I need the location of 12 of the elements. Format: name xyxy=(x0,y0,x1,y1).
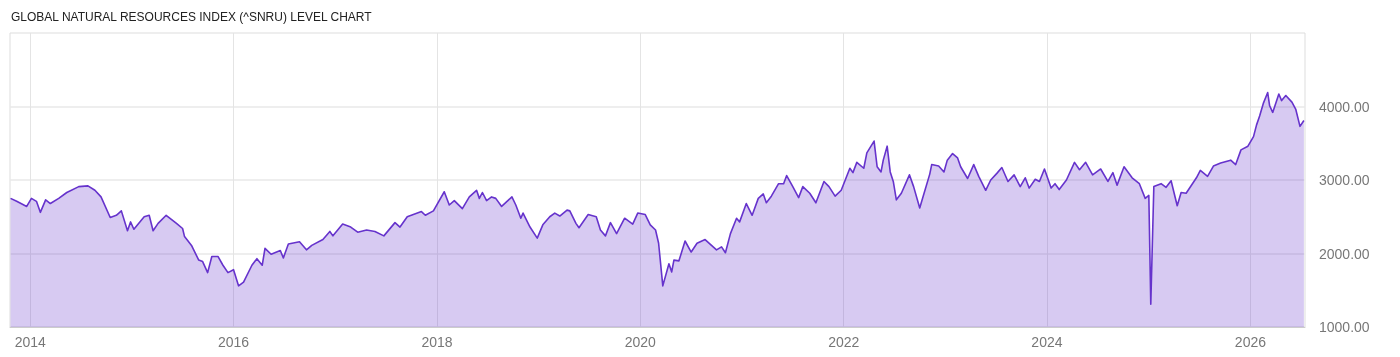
x-tick-label: 2016 xyxy=(217,334,250,350)
x-tick-label: 2020 xyxy=(624,334,657,350)
x-tick-label: 2024 xyxy=(1031,334,1063,350)
x-tick-label: 2014 xyxy=(14,334,47,350)
chart-title: GLOBAL NATURAL RESOURCES INDEX (^SNRU) LEVEL CHART xyxy=(11,10,373,24)
x-tick-label: 2022 xyxy=(828,334,860,350)
y-tick-label: 4000.00 xyxy=(1319,98,1370,115)
x-tick-label: 2026 xyxy=(1234,334,1267,350)
y-tick-label: 2000.00 xyxy=(1319,245,1370,262)
x-tick-label: 2018 xyxy=(421,334,453,350)
y-tick-label: 1000.00 xyxy=(1319,319,1370,335)
y-tick-label: 3000.00 xyxy=(1319,172,1370,188)
